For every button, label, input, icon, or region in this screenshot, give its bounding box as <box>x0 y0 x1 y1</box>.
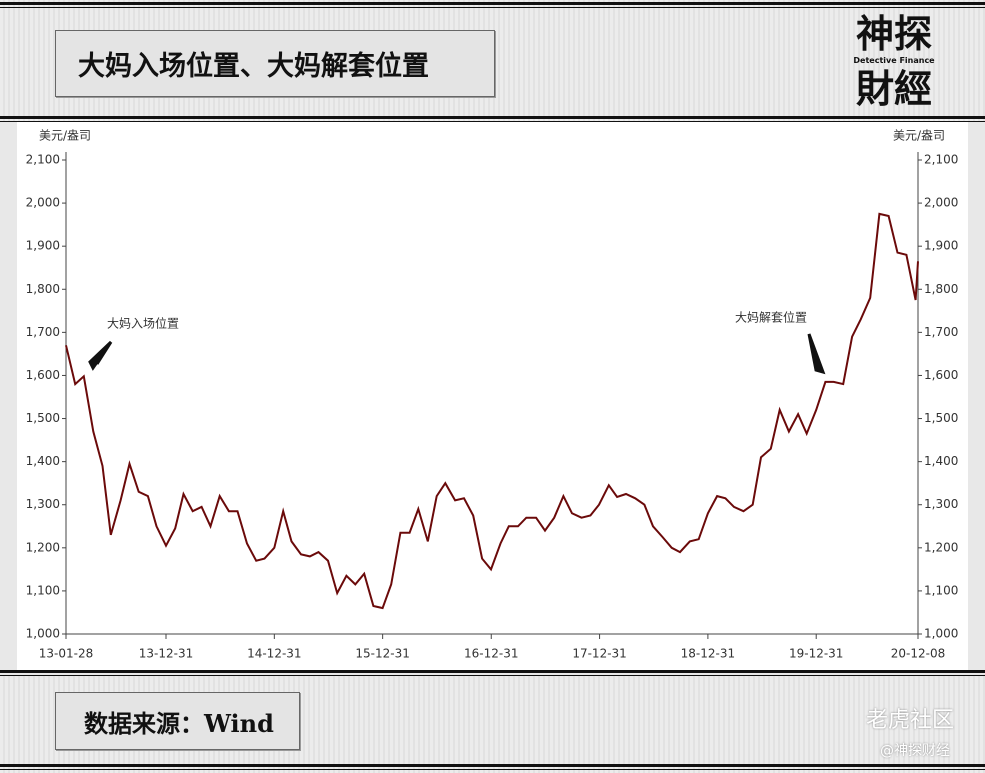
x-tick-label: 13-12-31 <box>139 647 193 661</box>
y2-tick-label: 1,500 <box>924 411 958 425</box>
y-tick-label: 1,200 <box>26 540 60 554</box>
logo: 神探 Detective Finance 財經 <box>848 12 940 114</box>
y-tick-label: 1,900 <box>26 239 60 253</box>
x-tick-label: 14-12-31 <box>247 647 301 661</box>
y2-label: 美元/盎司 <box>893 129 945 143</box>
x-tick-label: 16-12-31 <box>464 647 518 661</box>
y2-tick-label: 1,000 <box>924 627 958 641</box>
annotation: 大妈入场位置 <box>107 316 179 331</box>
x-tick-label: 20-12-08 <box>891 647 945 661</box>
y-tick-label: 1,600 <box>26 368 60 382</box>
rule <box>0 2 985 8</box>
y-label: 美元/盎司 <box>39 129 91 143</box>
y2-tick-label: 1,100 <box>924 583 958 597</box>
x-tick-label: 13-01-28 <box>39 647 93 661</box>
y-tick-label: 2,100 <box>26 153 60 167</box>
rule <box>0 764 985 770</box>
x-tick-label: 19-12-31 <box>789 647 843 661</box>
y2-tick-label: 2,100 <box>924 153 958 167</box>
y2-tick-label: 1,900 <box>924 239 958 253</box>
rule <box>0 116 985 122</box>
logo-mid: Detective Finance <box>853 56 935 65</box>
annotation: 大妈解套位置 <box>735 310 807 325</box>
y-tick-label: 2,000 <box>26 196 60 210</box>
x-tick-label: 17-12-31 <box>572 647 626 661</box>
y2-tick-label: 2,000 <box>924 196 958 210</box>
x-tick-label: 18-12-31 <box>681 647 735 661</box>
price-line <box>65 212 919 610</box>
y2-tick-label: 1,600 <box>924 368 958 382</box>
source: 数据来源：Wind <box>55 692 300 750</box>
logo-bottom: 財經 <box>855 67 932 111</box>
y-tick-label: 1,000 <box>26 627 60 641</box>
watermark: 老虎社区 <box>866 708 955 733</box>
y2-tick-label: 1,400 <box>924 454 958 468</box>
y-tick-label: 1,400 <box>26 454 60 468</box>
y2-tick-label: 1,700 <box>924 325 958 339</box>
y2-tick-label: 1,200 <box>924 540 958 554</box>
x-tick-label: 15-12-31 <box>355 647 409 661</box>
y2-tick-label: 1,300 <box>924 497 958 511</box>
y-tick-label: 1,700 <box>26 325 60 339</box>
y-tick-label: 1,100 <box>26 583 60 597</box>
rule <box>0 670 985 676</box>
arrow <box>807 333 826 375</box>
handle: @神探财经 <box>880 743 950 759</box>
y-tick-label: 1,500 <box>26 411 60 425</box>
logo-top: 神探 <box>855 12 932 56</box>
y2-tick-label: 1,800 <box>924 282 958 296</box>
chart: 美元/盎司 美元/盎司 大妈入场位置 大妈解套位置 1,000 1,000 1,10… <box>17 122 968 670</box>
y-tick-label: 1,800 <box>26 282 60 296</box>
arrow <box>88 340 113 371</box>
title: 大妈入场位置、大妈解套位置 <box>55 30 495 97</box>
y-tick-label: 1,300 <box>26 497 60 511</box>
